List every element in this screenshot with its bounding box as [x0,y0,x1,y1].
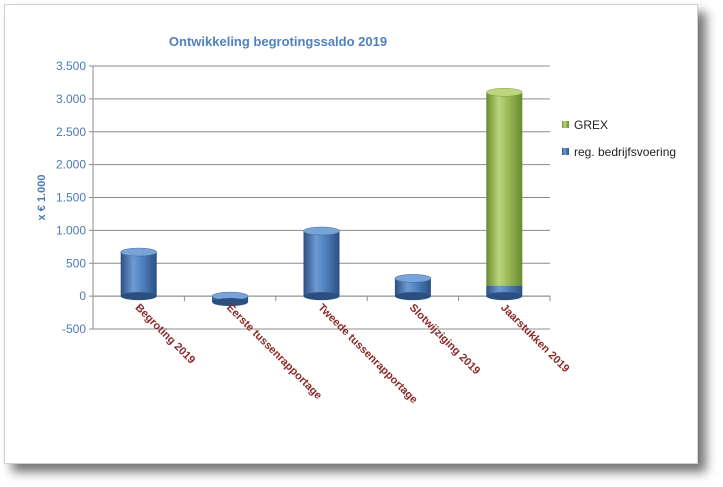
bar-base [303,292,340,301]
bar-base [120,292,157,301]
legend-label: GREX [574,118,608,132]
category-label: Begroting 2019 [133,302,198,367]
chart-svg: Ontwikkeling begrotingssaldo 2019 -500 0 5… [36,34,676,406]
bar-base [486,292,523,301]
legend-swatch [562,148,569,155]
bar-cap [394,274,432,283]
bar-grex [486,92,523,286]
bar-reg-bedrijfsvoering [486,285,523,297]
category-label: Eerste tussenrapportage [224,302,324,402]
bar-base [212,298,249,307]
y-tick-label: -500 [62,322,86,336]
legend: GREX reg. bedrijfsvoering [562,118,676,159]
bar-cap [486,88,523,97]
y-tick-label: 1.500 [56,191,86,205]
legend-swatch [562,121,569,128]
chart-frame: Ontwikkeling begrotingssaldo 2019 -500 0 5… [4,4,698,464]
bar-cap [303,226,340,236]
y-tick-label: 3.500 [56,59,86,73]
y-tick-label: 0 [79,289,86,303]
bar-cap [120,247,157,257]
bar-base [394,292,431,301]
category-label: Jaarstukken 2019 [498,302,571,375]
bar-reg-bedrijfsvoering [120,252,157,297]
legend-label: reg. bedrijfsvoering [574,145,676,159]
bar-reg-bedrijfsvoering [303,231,340,297]
y-tick-label: 1.000 [56,223,86,237]
y-tick-label: 2.500 [56,125,86,139]
y-tick-label: 500 [66,256,86,270]
y-tick-label: 2.000 [56,158,86,172]
y-tick-label: 3.000 [56,92,86,106]
y-axis-title: x € 1.000 [36,175,48,221]
bars [120,88,523,307]
category-label: Tweede tussenrapportage [315,302,419,406]
chart-title: Ontwikkeling begrotingssaldo 2019 [169,34,387,49]
category-label: Slotwijziging 2019 [407,302,482,377]
bar-reg-bedrijfsvoering [394,278,431,297]
